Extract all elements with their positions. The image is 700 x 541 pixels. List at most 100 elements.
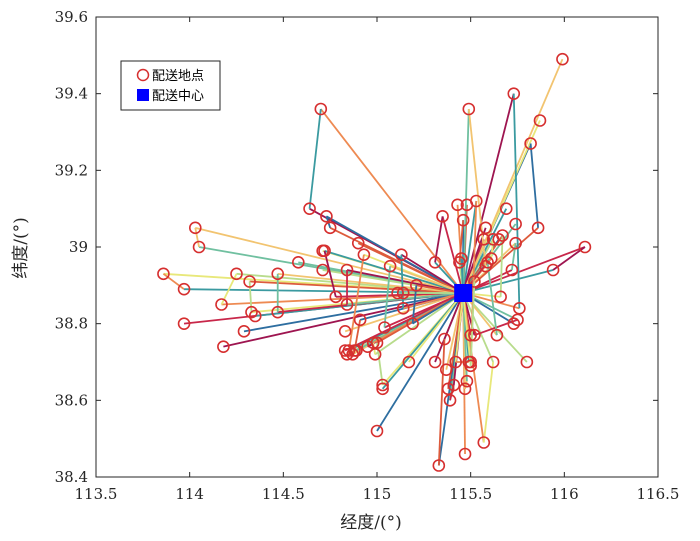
delivery-point-marker xyxy=(217,340,230,353)
delivery-point-marker xyxy=(556,52,569,66)
delivery-point-marker xyxy=(340,263,354,277)
delivery-point-marker xyxy=(192,240,206,254)
delivery-point-marker xyxy=(271,305,285,319)
delivery-point-marker xyxy=(440,363,453,376)
delivery-point-marker xyxy=(402,355,416,369)
route-line xyxy=(323,250,337,298)
route-line xyxy=(462,292,494,363)
delivery-point-marker xyxy=(410,279,423,292)
route-line xyxy=(462,200,478,294)
delivery-points xyxy=(157,52,592,472)
delivery-point-marker xyxy=(320,210,333,223)
route-line xyxy=(552,246,586,271)
delivery-point-marker xyxy=(428,256,442,269)
route-line xyxy=(499,235,504,297)
route-line xyxy=(194,227,200,248)
delivery-point-marker xyxy=(481,256,494,269)
distribution-center-marker xyxy=(454,284,473,302)
legend-box xyxy=(120,60,221,111)
tick-labels: 113.5 114 114.5 115 115.5 116 116.5 38.4 38.6 38.… xyxy=(55,8,680,503)
delivery-point-marker xyxy=(432,459,446,472)
route-line xyxy=(325,215,464,294)
y-tick-label: 39.2 xyxy=(55,161,88,179)
y-tick-label: 38.4 xyxy=(55,468,88,486)
delivery-point-marker xyxy=(376,382,389,396)
delivery-point-marker xyxy=(188,221,202,235)
delivery-point-marker xyxy=(449,355,462,369)
delivery-point-marker xyxy=(157,267,170,281)
delivery-point-marker xyxy=(486,355,500,369)
delivery-point-marker xyxy=(469,194,483,208)
delivery-point-marker xyxy=(477,436,491,449)
delivery-point-marker xyxy=(383,259,397,273)
route-line xyxy=(462,93,515,294)
axes-frame xyxy=(95,16,659,478)
delivery-point-marker xyxy=(248,309,262,323)
y-tick-label: 39.6 xyxy=(55,8,88,26)
delivery-point-marker xyxy=(342,344,356,357)
route-line xyxy=(462,58,564,294)
legend-label-distribution-center: 配送中心 xyxy=(152,89,204,104)
delivery-point-marker xyxy=(456,213,470,227)
y-axis-title: 纬度/(°) xyxy=(11,217,31,279)
delivery-point-marker xyxy=(464,328,477,342)
delivery-point-marker xyxy=(271,267,285,281)
delivery-point-marker xyxy=(177,317,191,330)
delivery-point-marker xyxy=(468,275,481,288)
delivery-point-marker xyxy=(505,263,519,277)
delivery-point-marker xyxy=(292,256,305,269)
delivery-point-marker xyxy=(351,236,365,250)
route-line xyxy=(462,269,554,294)
route-line xyxy=(243,292,464,333)
delivery-point-marker xyxy=(507,317,521,330)
delivery-point-marker xyxy=(438,332,451,346)
delivery-point-marker xyxy=(507,87,521,100)
delivery-point-marker xyxy=(303,202,316,215)
delivery-point-marker xyxy=(346,348,359,361)
route-line xyxy=(469,281,476,366)
route-line xyxy=(320,108,464,294)
delivery-point-marker xyxy=(215,298,228,311)
delivery-point-marker xyxy=(468,328,481,342)
route-line xyxy=(441,216,465,294)
route-line xyxy=(437,338,446,466)
x-tick-label: 113.5 xyxy=(75,485,118,503)
route-line xyxy=(458,220,465,263)
x-tick-label: 114 xyxy=(175,485,204,503)
route-line xyxy=(529,143,540,228)
route-line xyxy=(308,108,322,209)
delivery-point-marker xyxy=(428,355,442,369)
route-line xyxy=(403,292,464,310)
route-line xyxy=(464,380,468,390)
delivery-point-marker xyxy=(520,355,534,369)
y-tick-label: 39.4 xyxy=(55,85,88,103)
x-axis-title: 经度/(°) xyxy=(340,513,402,533)
x-tick-label: 115.5 xyxy=(449,485,492,503)
delivery-point-marker xyxy=(370,424,384,438)
delivery-point-marker xyxy=(509,236,522,250)
route-line xyxy=(400,253,464,294)
delivery-point-marker xyxy=(376,378,389,392)
delivery-point-marker xyxy=(511,313,524,327)
delivery-point-marker xyxy=(578,240,592,254)
route-line xyxy=(486,262,498,336)
route-line xyxy=(223,292,464,348)
route-line xyxy=(434,216,444,263)
delivery-point-marker xyxy=(357,248,371,261)
delivery-point-marker xyxy=(494,290,507,304)
delivery-point-marker xyxy=(458,382,472,396)
route-line xyxy=(162,273,185,290)
route-line xyxy=(277,272,464,294)
x-tick-label: 114.5 xyxy=(262,485,305,503)
delivery-point-marker xyxy=(243,275,256,288)
delivery-point-marker xyxy=(533,114,547,127)
route-line xyxy=(482,361,495,443)
delivery-point-marker xyxy=(396,286,410,300)
delivery-point-marker xyxy=(378,321,391,334)
route-line xyxy=(400,254,405,309)
delivery-point-marker xyxy=(318,244,331,258)
delivery-point-marker xyxy=(395,248,408,261)
delivery-point-marker xyxy=(406,317,419,330)
delivery-point-marker xyxy=(177,282,191,296)
